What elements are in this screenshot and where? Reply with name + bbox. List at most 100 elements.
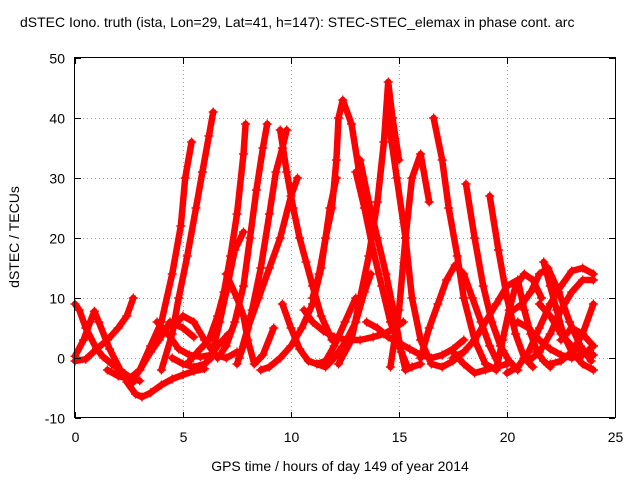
data-point-marker: [178, 311, 188, 321]
data-point-marker: [89, 306, 99, 316]
data-point-marker: [312, 359, 322, 369]
data-point-marker: [470, 368, 480, 378]
data-point-marker: [545, 329, 555, 339]
data-point-marker: [407, 293, 417, 303]
series-arc-29: [429, 113, 501, 375]
data-point-marker: [288, 203, 298, 213]
data-point-marker: [524, 356, 534, 366]
data-point-marker: [437, 155, 447, 165]
data-point-marker: [256, 365, 266, 375]
data-point-marker: [167, 374, 177, 384]
data-point-marker: [534, 323, 544, 333]
data-point-marker: [286, 341, 296, 351]
data-point-marker: [534, 299, 544, 309]
data-point-marker: [204, 131, 214, 141]
data-point-marker: [275, 353, 285, 363]
data-point-marker: [239, 281, 248, 291]
data-point-marker: [588, 275, 598, 285]
data-point-marker: [303, 356, 313, 366]
data-point-marker: [243, 323, 253, 333]
series-arc-26: [385, 149, 434, 372]
series-arc-4: [122, 364, 210, 402]
data-point-marker: [262, 119, 272, 129]
data-point-marker: [277, 299, 287, 309]
data-point-marker: [258, 350, 268, 360]
data-point-marker: [480, 365, 490, 375]
data-point-marker: [191, 203, 201, 213]
y-tick-label: 50: [49, 51, 65, 67]
data-point-marker: [321, 362, 331, 372]
data-point-marker: [491, 365, 501, 375]
data-point-marker: [264, 362, 274, 372]
data-point-marker: [444, 203, 454, 213]
data-point-marker: [295, 344, 305, 354]
data-point-marker: [556, 335, 566, 345]
data-point-marker: [137, 392, 147, 402]
data-point-marker: [131, 389, 140, 399]
series-arc-19: [308, 95, 365, 303]
x-tick-label: 0: [72, 429, 80, 445]
data-point-marker: [102, 365, 112, 375]
data-point-marker: [321, 233, 331, 243]
data-point-marker: [513, 362, 523, 372]
tick-layer: 0 5 10 15 20 25 -10 0 10 20 30 40 50: [45, 51, 624, 446]
data-point-marker: [182, 251, 192, 261]
data-point-marker: [552, 305, 562, 315]
data-point-marker: [122, 311, 132, 321]
data-point-marker: [424, 197, 434, 207]
series-line: [557, 324, 597, 350]
y-tick-label: -10: [45, 411, 65, 427]
data-point-marker: [480, 317, 490, 327]
data-point-marker: [318, 326, 328, 336]
data-point-marker: [355, 155, 365, 165]
data-point-marker: [98, 352, 108, 362]
data-point-marker: [588, 365, 598, 375]
data-point-marker: [308, 317, 318, 327]
data-point-marker: [334, 113, 343, 123]
data-point-marker: [567, 287, 577, 297]
data-point-marker: [556, 350, 566, 360]
data-point-marker: [368, 332, 378, 342]
data-point-marker: [178, 359, 188, 369]
data-point-marker: [537, 293, 547, 303]
data-point-marker: [364, 197, 374, 207]
data-point-marker: [519, 305, 529, 315]
data-point-marker: [381, 269, 391, 279]
data-point-marker: [526, 287, 536, 297]
data-point-marker: [135, 365, 145, 375]
data-point-marker: [264, 263, 274, 273]
data-point-marker: [200, 359, 210, 369]
data-point-marker: [85, 317, 95, 327]
data-point-marker: [517, 299, 527, 309]
data-point-marker: [459, 347, 469, 357]
data-point-marker: [102, 335, 112, 345]
data-point-marker: [355, 293, 365, 303]
data-point-marker: [232, 293, 242, 303]
data-point-marker: [424, 323, 434, 333]
data-point-marker: [286, 323, 296, 333]
y-tick-label: 0: [57, 351, 65, 367]
data-point-marker: [187, 137, 197, 147]
data-point-marker: [545, 281, 555, 291]
data-point-marker: [146, 388, 156, 398]
series-arc-25: [355, 155, 426, 375]
series-line: [387, 150, 433, 371]
data-point-marker: [128, 374, 138, 384]
data-point-marker: [113, 371, 123, 381]
data-point-marker: [588, 299, 598, 309]
y-tick-label: 20: [49, 231, 65, 247]
data-point-marker: [128, 293, 138, 303]
data-point-marker: [239, 311, 248, 321]
data-point-marker: [299, 305, 309, 315]
series-arc-12: [213, 119, 272, 363]
data-point-marker: [156, 365, 166, 375]
data-point-marker: [407, 362, 417, 372]
data-point-marker: [528, 362, 538, 372]
data-point-marker: [567, 266, 577, 276]
data-point-marker: [362, 317, 372, 327]
data-point-marker: [478, 281, 488, 291]
data-point-marker: [394, 338, 404, 348]
data-point-marker: [213, 353, 223, 363]
data-point-marker: [195, 344, 205, 354]
data-point-marker: [208, 107, 218, 117]
